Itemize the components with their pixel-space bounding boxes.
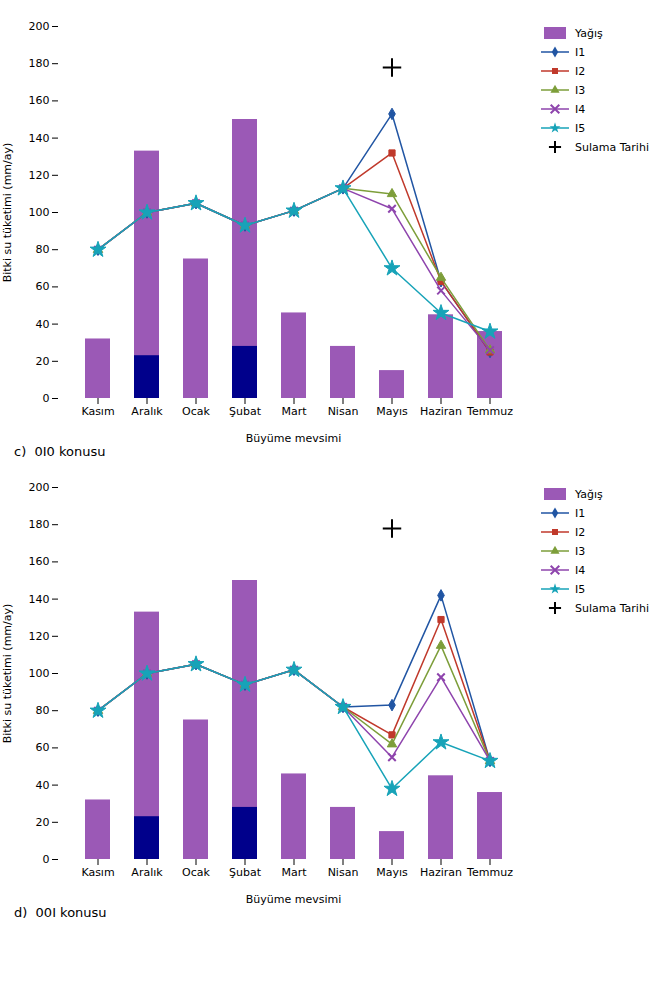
svg-text:0: 0 [43,853,50,866]
svg-text:Bitki su tüketimi (mm/ay): Bitki su tüketimi (mm/ay) [1,604,14,744]
html-text:Yağış: Yağış [575,26,603,40]
svg-text:Mart: Mart [281,405,307,418]
svg-text:140: 140 [29,593,50,606]
svg-text:Temmuz: Temmuz [466,866,513,879]
svg-text:Mayıs: Mayıs [376,866,408,879]
svg-text:Şubat: Şubat [229,866,262,879]
svg-text:40: 40 [36,779,50,792]
svg-text:Temmuz: Temmuz [466,405,513,418]
svg-text:200: 200 [29,20,50,33]
html-text:I5: I5 [575,582,586,596]
svg-text:Nisan: Nisan [328,405,359,418]
svg-text:Bitki su tüketimi (mm/ay): Bitki su tüketimi (mm/ay) [1,143,14,283]
svg-text:Kasım: Kasım [81,405,114,418]
html-text:I1: I1 [575,45,586,59]
html-text:I2: I2 [575,525,586,539]
svg-text:40: 40 [36,318,50,331]
svg-text:Büyüme mevsimi: Büyüme mevsimi [246,893,342,906]
html-text:I3: I3 [575,83,586,97]
html-text:c) 0I0 konusu: c) 0I0 konusu [14,444,106,459]
svg-text:60: 60 [36,741,50,754]
svg-text:60: 60 [36,280,50,293]
svg-text:180: 180 [29,518,50,531]
html-text:I5: I5 [575,121,586,135]
svg-text:100: 100 [29,206,50,219]
svg-text:Nisan: Nisan [328,866,359,879]
svg-text:Kasım: Kasım [81,866,114,879]
html-text:I4: I4 [575,102,586,116]
html-text:Sulama Tarihi: Sulama Tarihi [575,601,649,615]
svg-text:Büyüme mevsimi: Büyüme mevsimi [246,432,342,445]
html-text:I3: I3 [575,544,586,558]
html-text:I4: I4 [575,563,586,577]
svg-text:180: 180 [29,57,50,70]
svg-text:Ocak: Ocak [182,405,210,418]
svg-text:80: 80 [36,704,50,717]
html-text:Sulama Tarihi: Sulama Tarihi [575,140,649,154]
svg-text:Mayıs: Mayıs [376,405,408,418]
svg-text:Haziran: Haziran [420,405,462,418]
svg-text:Şubat: Şubat [229,405,262,418]
svg-text:140: 140 [29,132,50,145]
svg-text:20: 20 [36,355,50,368]
svg-text:120: 120 [29,630,50,643]
svg-text:Ocak: Ocak [182,866,210,879]
svg-text:20: 20 [36,816,50,829]
html-text:I1: I1 [575,506,586,520]
svg-text:200: 200 [29,481,50,494]
html-text:Yağış: Yağış [575,487,603,501]
svg-text:Aralık: Aralık [131,866,163,879]
svg-text:120: 120 [29,169,50,182]
svg-text:Aralık: Aralık [131,405,163,418]
svg-text:160: 160 [29,94,50,107]
html-text:I2: I2 [575,64,586,78]
svg-text:80: 80 [36,243,50,256]
svg-text:160: 160 [29,555,50,568]
html-text:d) 00I konusu: d) 00I konusu [14,905,107,920]
svg-text:Mart: Mart [281,866,307,879]
svg-text:100: 100 [29,667,50,680]
svg-text:0: 0 [43,392,50,405]
svg-text:Haziran: Haziran [420,866,462,879]
